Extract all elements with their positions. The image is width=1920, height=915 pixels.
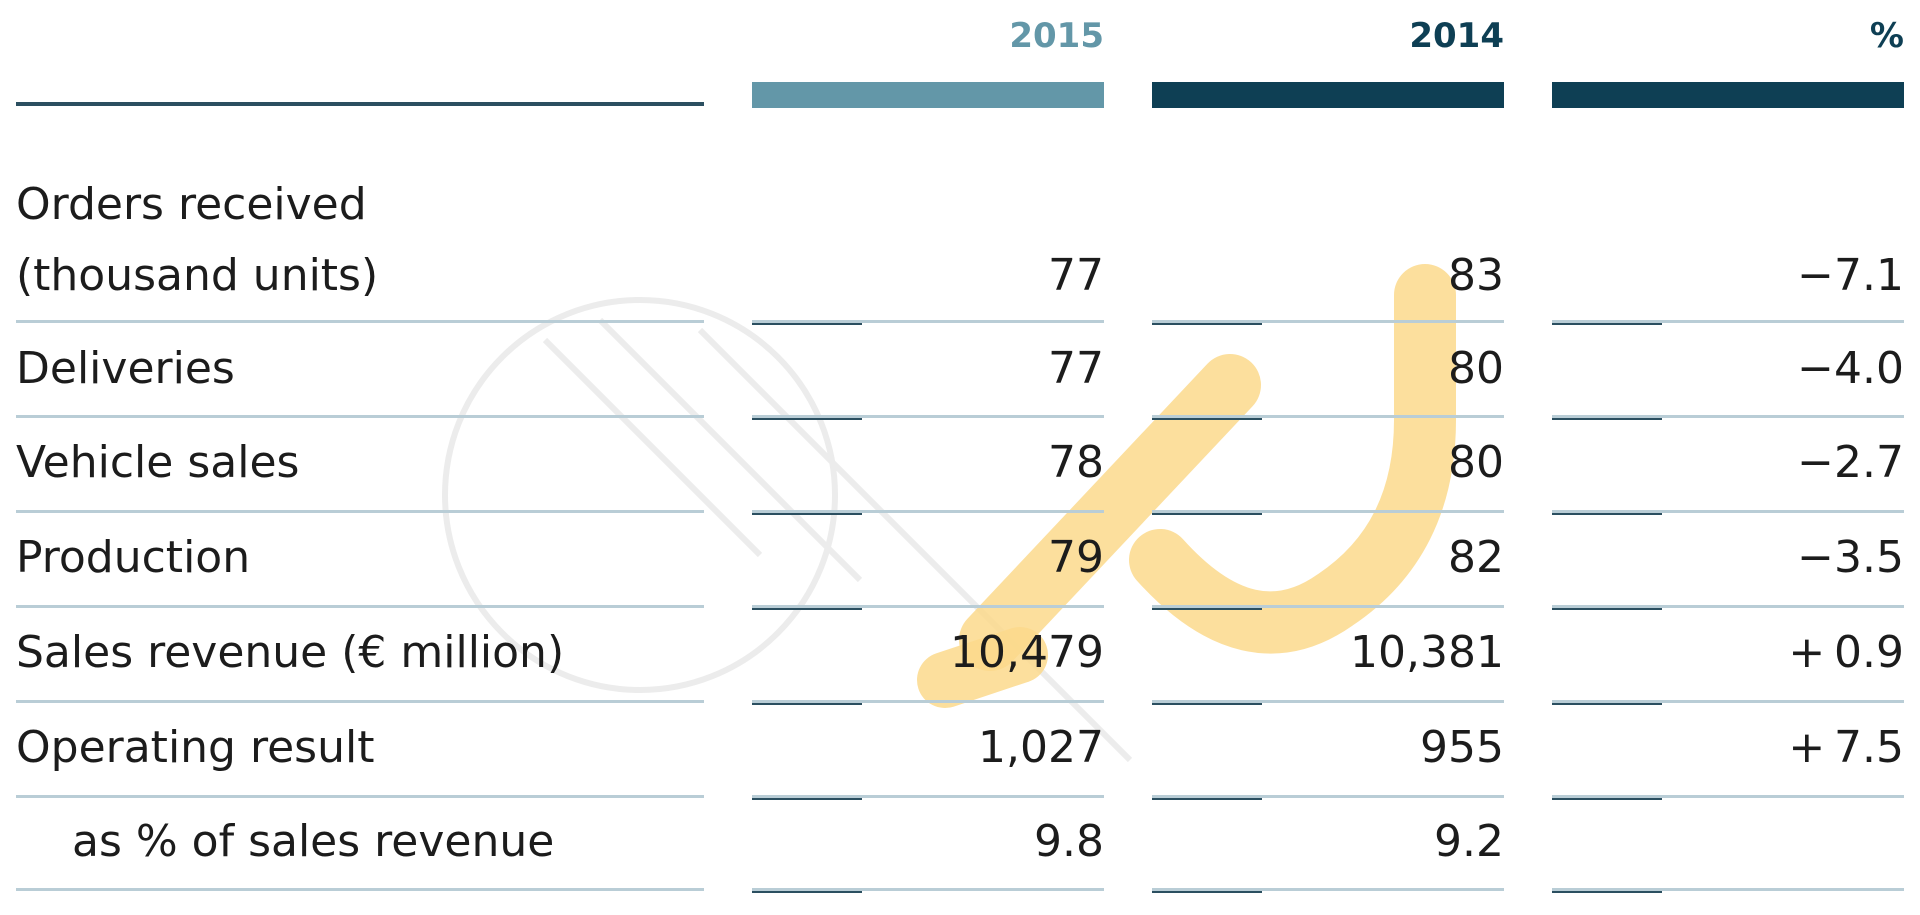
row-divider — [1152, 605, 1504, 608]
cell-deliveries-2015: 77 — [1048, 343, 1104, 394]
cell-orders-2014: 83 — [1448, 250, 1504, 301]
row-divider-accent — [1152, 798, 1262, 800]
cell-operating-result-2014: 955 — [1420, 722, 1504, 773]
row-divider — [752, 510, 1104, 513]
row-divider — [16, 795, 704, 798]
row-divider-accent — [752, 323, 862, 325]
row-divider-accent — [1552, 608, 1662, 610]
row-divider-accent — [752, 513, 862, 515]
row-divider-accent — [1152, 418, 1262, 420]
row-label-operating-result: Operating result — [16, 722, 375, 773]
cell-margin-2015: 9.8 — [1034, 816, 1104, 867]
row-divider-accent — [1152, 323, 1262, 325]
cell-production-percent: −3.5 — [1797, 532, 1904, 583]
cell-deliveries-2014: 80 — [1448, 343, 1504, 394]
row-divider — [16, 700, 704, 703]
row-divider-accent — [752, 703, 862, 705]
column-header-2014: 2014 — [1409, 16, 1504, 56]
cell-production-2014: 82 — [1448, 532, 1504, 583]
row-divider-accent — [752, 418, 862, 420]
cell-operating-result-2015: 1,027 — [978, 722, 1104, 773]
row-divider — [1552, 795, 1904, 798]
row-divider — [752, 795, 1104, 798]
row-divider — [1552, 510, 1904, 513]
cell-sales-revenue-2015: 10,479 — [950, 627, 1104, 678]
column-bar-2014 — [1152, 82, 1504, 108]
row-divider — [16, 510, 704, 513]
row-divider — [752, 415, 1104, 418]
row-divider-accent — [1552, 418, 1662, 420]
row-label-orders-line1: Orders received — [16, 179, 367, 230]
cell-margin-2014: 9.2 — [1434, 816, 1504, 867]
row-divider — [752, 605, 1104, 608]
row-divider-accent — [752, 608, 862, 610]
column-bar-percent — [1552, 82, 1904, 108]
row-divider — [1152, 510, 1504, 513]
row-divider-accent — [1152, 703, 1262, 705]
cell-orders-percent: −7.1 — [1797, 250, 1904, 301]
cell-vehicle-sales-2014: 80 — [1448, 437, 1504, 488]
row-divider — [1152, 888, 1504, 891]
row-divider — [1552, 605, 1904, 608]
row-divider-accent — [1152, 891, 1262, 893]
cell-production-2015: 79 — [1048, 532, 1104, 583]
cell-orders-2015: 77 — [1048, 250, 1104, 301]
row-divider — [16, 320, 704, 323]
row-label-margin: as % of sales revenue — [72, 816, 555, 867]
row-divider — [16, 605, 704, 608]
row-divider — [1152, 700, 1504, 703]
row-label-sales-revenue: Sales revenue (€ million) — [16, 627, 565, 678]
row-divider-accent — [752, 798, 862, 800]
row-divider — [1552, 888, 1904, 891]
row-divider-accent — [1552, 703, 1662, 705]
cell-deliveries-percent: −4.0 — [1797, 343, 1904, 394]
row-divider — [1152, 795, 1504, 798]
row-divider — [16, 415, 704, 418]
row-divider — [1152, 415, 1504, 418]
row-label-production: Production — [16, 532, 251, 583]
column-bar-2015 — [752, 82, 1104, 108]
column-header-percent: % — [1869, 16, 1904, 56]
row-divider-accent — [1552, 323, 1662, 325]
label-column-rule — [16, 102, 704, 106]
cell-operating-result-percent: + 7.5 — [1788, 722, 1904, 773]
row-divider — [752, 888, 1104, 891]
row-divider-accent — [1152, 513, 1262, 515]
row-divider — [752, 320, 1104, 323]
row-divider — [1552, 415, 1904, 418]
row-divider-accent — [752, 891, 862, 893]
row-label-orders-line2: (thousand units) — [16, 250, 379, 301]
row-divider — [752, 700, 1104, 703]
cell-sales-revenue-2014: 10,381 — [1350, 627, 1504, 678]
cell-vehicle-sales-percent: −2.7 — [1797, 437, 1904, 488]
row-divider — [16, 888, 704, 891]
row-divider — [1552, 700, 1904, 703]
row-label-vehicle-sales: Vehicle sales — [16, 437, 300, 488]
row-label-deliveries: Deliveries — [16, 343, 235, 394]
cell-vehicle-sales-2015: 78 — [1048, 437, 1104, 488]
row-divider-accent — [1552, 513, 1662, 515]
row-divider-accent — [1552, 891, 1662, 893]
row-divider — [1552, 320, 1904, 323]
row-divider — [1152, 320, 1504, 323]
cell-sales-revenue-percent: + 0.9 — [1788, 627, 1904, 678]
row-divider-accent — [1152, 608, 1262, 610]
row-divider-accent — [1552, 798, 1662, 800]
column-header-2015: 2015 — [1009, 16, 1104, 56]
